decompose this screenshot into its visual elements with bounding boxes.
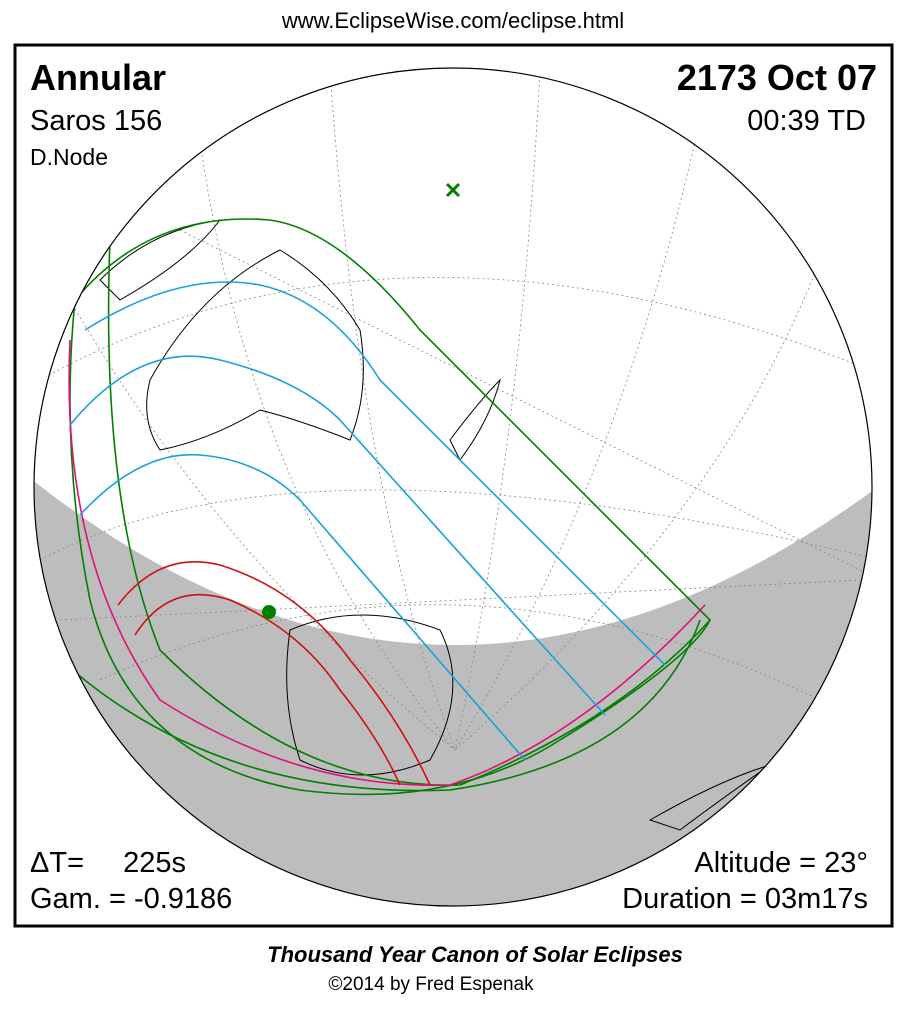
header-url: www.EclipseWise.com/eclipse.html bbox=[281, 8, 624, 33]
globe-outline bbox=[33, 67, 873, 907]
altitude: Altitude = 23° bbox=[694, 847, 868, 879]
eclipse-paths bbox=[39, 218, 711, 796]
delta-t-label: ΔT= bbox=[30, 847, 84, 879]
footer-title: Thousand Year Canon of Solar Eclipses bbox=[267, 942, 683, 967]
time: 00:39 TD bbox=[747, 105, 866, 137]
delta-t-value: 225s bbox=[123, 847, 186, 879]
node: D.Node bbox=[30, 144, 108, 170]
date: 2173 Oct 07 bbox=[677, 57, 877, 98]
eclipse-type: Annular bbox=[30, 57, 166, 98]
saros: Saros 156 bbox=[30, 105, 162, 137]
sub-solar-marker bbox=[445, 182, 461, 198]
footer-credit: ©2014 by Fred Espenak bbox=[328, 974, 534, 995]
greatest-eclipse-marker bbox=[262, 605, 276, 619]
globe bbox=[34, 68, 872, 906]
duration: Duration = 03m17s bbox=[622, 883, 868, 915]
gamma: Gam. = -0.9186 bbox=[30, 883, 232, 915]
night-side bbox=[34, 470, 872, 906]
graticule bbox=[39, 69, 872, 751]
